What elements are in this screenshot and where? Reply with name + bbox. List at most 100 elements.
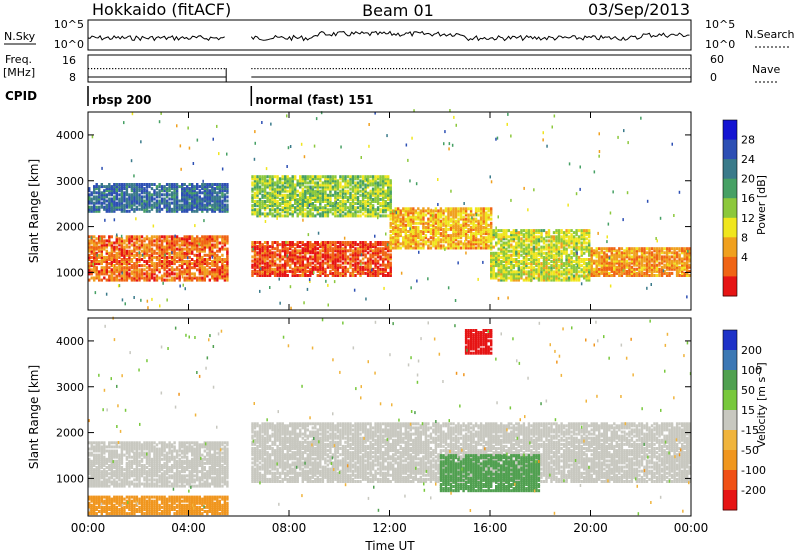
- range-gate-cell: [253, 263, 257, 267]
- range-gate-cell: [115, 237, 118, 241]
- range-gate-cell: [123, 241, 126, 245]
- range-gate-cell: [95, 270, 98, 274]
- range-gate-cell: [414, 230, 417, 233]
- range-gate-cell: [178, 276, 181, 280]
- range-gate-cell: [100, 253, 103, 257]
- range-gate-cell: [95, 237, 98, 241]
- range-gate-cell: [110, 278, 113, 282]
- range-gate-cell: [447, 217, 450, 221]
- range-gate-cell: [392, 217, 395, 221]
- range-gate-cell: [339, 241, 342, 244]
- range-gate-cell: [319, 257, 322, 261]
- range-gate-cell: [188, 272, 191, 276]
- range-gate-cell: [530, 268, 533, 272]
- range-gate-cell: [263, 187, 267, 191]
- range-gate-cell: [593, 267, 596, 271]
- range-gate-cell: [515, 253, 518, 257]
- range-gate-cell: [258, 249, 262, 253]
- range-gate-cell: [376, 241, 380, 244]
- nave-point: [682, 68, 684, 70]
- range-gate-cell: [542, 247, 546, 251]
- range-gate-cell: [351, 243, 355, 247]
- range-gate-cell: [394, 221, 397, 225]
- nave-point: [320, 68, 322, 70]
- range-gate-cell: [278, 202, 282, 205]
- range-gate-cell: [108, 203, 111, 207]
- range-gate-cell: [256, 179, 259, 183]
- range-gate-cell: [175, 205, 179, 209]
- range-gate-cell: [482, 221, 485, 225]
- range-gate-cell: [148, 201, 151, 205]
- range-gate-cell: [565, 270, 568, 274]
- range-gate-cell: [226, 237, 229, 241]
- range-gate-cell: [158, 207, 161, 211]
- range-gate-cell: [349, 261, 352, 265]
- range-gate-cell: [261, 193, 264, 197]
- range-gate-cell: [138, 193, 141, 197]
- range-gate-cell: [675, 255, 679, 259]
- nave-point: [314, 68, 316, 70]
- range-gate-cell: [490, 274, 493, 278]
- range-gate-cell: [201, 209, 204, 213]
- range-gate-cell: [324, 267, 327, 271]
- range-gate-cell: [163, 260, 166, 263]
- range-gate-cell: [284, 185, 287, 189]
- range-gate-cell: [510, 231, 513, 235]
- range-gate-cell: [125, 270, 129, 274]
- nave-point: [474, 68, 476, 70]
- range-gate-cell: [138, 197, 141, 201]
- range-gate-cell: [681, 267, 684, 271]
- range-gate-cell: [138, 253, 141, 257]
- range-gate-cell: [500, 235, 503, 239]
- range-gate-cell: [555, 266, 558, 270]
- range-gate-cell: [580, 268, 583, 272]
- range-gate-cell: [339, 255, 342, 259]
- range-gate-cell: [218, 199, 221, 203]
- range-gate-cell: [286, 181, 289, 185]
- range-gate-cell: [432, 223, 435, 227]
- range-gate-cell: [256, 265, 259, 269]
- range-gate-cell: [140, 241, 144, 245]
- range-gate-cell: [429, 232, 433, 236]
- range-gate-cell: [148, 239, 151, 243]
- range-gate-cell: [605, 257, 608, 261]
- range-gate-cell: [301, 204, 304, 208]
- range-gate-cell: [424, 221, 428, 225]
- range-gate-cell: [213, 197, 216, 201]
- range-gate-cell: [530, 274, 533, 278]
- range-gate-cell: [213, 270, 216, 274]
- range-gate-cell: [542, 251, 546, 255]
- range-gate-cell: [580, 229, 583, 233]
- range-gate-cell: [273, 197, 277, 201]
- range-gate-cell: [397, 238, 400, 242]
- range-gate-cell: [296, 204, 299, 208]
- range-gate-cell: [268, 274, 272, 277]
- range-gate-cell: [158, 199, 161, 203]
- range-gate-cell: [452, 246, 455, 250]
- range-gate-cell: [454, 234, 458, 238]
- range-gate-cell: [424, 230, 428, 233]
- range-gate-cell: [278, 251, 282, 255]
- range-gate-cell: [103, 201, 106, 205]
- station-title: Hokkaido (fitACF): [92, 0, 231, 19]
- range-gate-cell: [550, 276, 553, 280]
- nave-point: [468, 68, 470, 70]
- range-gate-cell: [266, 193, 269, 197]
- range-gate-cell: [165, 274, 169, 278]
- range-gate-cell: [655, 274, 659, 277]
- range-gate-cell: [605, 249, 608, 253]
- range-gate-cell: [565, 241, 568, 245]
- range-gate-cell: [399, 232, 402, 236]
- range-gate-cell: [562, 268, 566, 272]
- range-gate-cell: [655, 253, 659, 257]
- range-gate-cell: [515, 251, 518, 255]
- range-gate-cell: [135, 201, 139, 205]
- range-gate-cell: [128, 241, 131, 245]
- range-gate-cell: [422, 230, 425, 233]
- range-gate-cell: [454, 225, 458, 229]
- range-gate-cell: [213, 278, 216, 282]
- range-gate-cell: [138, 183, 141, 186]
- range-gate-cell: [580, 249, 583, 253]
- range-gate-cell: [512, 237, 515, 241]
- range-gate-cell: [469, 227, 473, 231]
